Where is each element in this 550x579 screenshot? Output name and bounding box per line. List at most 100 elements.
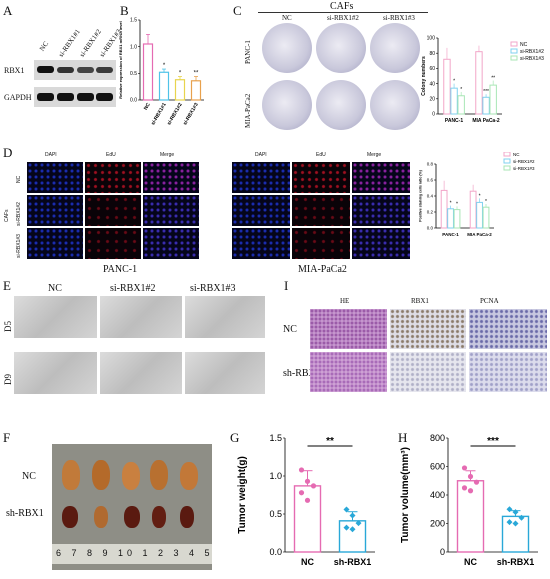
colony-title: CAFs <box>330 1 354 12</box>
x-tick-label: MIA PaCa-2 <box>472 118 500 124</box>
sphere-col-label: NC <box>48 283 62 294</box>
fluor-edu <box>85 228 141 259</box>
colony-header-line <box>258 12 428 13</box>
band-label-rbx1: RBX1 <box>4 66 25 75</box>
legend-swatch <box>503 152 511 157</box>
data-point <box>506 519 513 526</box>
sphere-image <box>14 296 97 338</box>
legend-label: si-RBX1#3 <box>513 166 535 171</box>
colony-dish <box>316 23 366 73</box>
d-row-label: si-RBX1#2 <box>16 202 22 226</box>
y-axis-label: Colony numbers <box>421 56 427 96</box>
panel-label-f: F <box>3 430 11 445</box>
fluor-edu <box>85 195 141 226</box>
stain-label: Merge <box>160 152 175 158</box>
colony-col-label: NC <box>282 14 292 22</box>
legend-swatch <box>510 55 518 61</box>
bar <box>443 58 451 115</box>
significance-label: ** <box>194 71 199 77</box>
data-point <box>518 514 525 521</box>
data-point <box>304 497 311 503</box>
data-point <box>343 506 350 513</box>
fluor-merge <box>143 228 199 259</box>
y-tick-label: 0.5 <box>269 509 282 519</box>
fluor-merge <box>352 228 410 259</box>
tumor-row-label: NC <box>22 471 36 482</box>
x-tick-label: NC <box>464 557 477 567</box>
panel-label-i: I <box>284 278 289 293</box>
bar <box>453 209 461 229</box>
western-blot-rbx1 <box>34 60 116 80</box>
western-blot-lane-labels: NC si-RBX1#1 si-RBX1#2 si-RBX1#3 <box>34 12 124 59</box>
colony-row-label: MIA-PaCa2 <box>244 93 252 128</box>
fluor-dapi <box>232 228 290 259</box>
ihc-col-label: RBX1 <box>411 297 429 305</box>
y-tick-label: 0.2 <box>427 210 434 215</box>
significance-label: * <box>163 63 166 69</box>
stain-label: EdU <box>316 152 326 158</box>
colony-dish <box>262 80 312 130</box>
sphere-image <box>185 352 265 394</box>
fluor-dapi <box>232 162 290 193</box>
colony-dish <box>262 23 312 73</box>
tumor-photo: 6 7 8 9 10 1 2 3 4 5 <box>52 444 212 570</box>
fluor-merge <box>143 162 199 193</box>
bar <box>475 51 483 115</box>
cell-line-label: MIA-PaCa2 <box>298 264 347 275</box>
fluor-merge <box>352 162 410 193</box>
western-blot-gapdh <box>34 87 116 107</box>
y-tick-label: 40 <box>429 81 435 87</box>
y-tick-label: 800 <box>430 433 445 443</box>
bar <box>293 485 322 553</box>
bar <box>447 208 454 229</box>
y-axis-label: Tumor weight(g) <box>237 456 248 534</box>
bar <box>190 80 202 101</box>
x-tick-label: PANC-1 <box>442 232 459 237</box>
sphere-image <box>100 352 182 394</box>
chart-h-tumor-volume: 0 200 400 600 800 Tumor volume(mm³) NC sh-RBX1 *… <box>400 433 538 567</box>
fluor-dapi <box>27 195 83 226</box>
y-tick-label: 0 <box>432 112 435 118</box>
fluor-dapi <box>27 228 83 259</box>
significance-label: * <box>450 201 452 207</box>
bar <box>489 84 497 115</box>
stain-label: DAPI <box>255 152 267 158</box>
d-row-label: NC <box>16 175 22 183</box>
ihc-pcna-image <box>469 352 547 392</box>
data-point <box>343 524 350 531</box>
colony-dish <box>316 80 366 130</box>
fluor-merge <box>352 195 410 226</box>
y-tick-label: 400 <box>430 490 445 500</box>
bar <box>142 43 154 101</box>
cell-line-label: PANC-1 <box>103 264 138 275</box>
x-tick-label: si-RBX1#1 <box>150 102 168 127</box>
y-tick-label: 100 <box>427 36 436 42</box>
tumor-row-label: sh-RBX1 <box>6 508 44 519</box>
y-axis-label: Positive staining cells ratio (%) <box>419 170 423 222</box>
significance-label: * <box>179 71 182 77</box>
lane-label: NC <box>38 40 51 53</box>
significance-label: * <box>479 193 481 199</box>
legend-label: NC <box>513 152 520 157</box>
bar <box>440 189 448 229</box>
data-point <box>355 520 362 527</box>
stain-label: Merge <box>367 152 382 158</box>
panel-label-e: E <box>3 278 11 293</box>
fluor-dapi <box>232 195 290 226</box>
fluor-dapi <box>27 162 83 193</box>
y-axis-label: Relative expression of RBX1 mRNA level <box>118 21 123 98</box>
bar <box>174 79 186 101</box>
legend-swatch <box>510 41 518 47</box>
stain-label: EdU <box>106 152 116 158</box>
panel-label-d: D <box>3 145 13 160</box>
bar <box>450 87 458 115</box>
x-tick-label: sh-RBX1 <box>334 557 372 567</box>
y-tick-label: 1.5 <box>130 18 137 24</box>
y-axis-label: Tumor volume(mm³) <box>400 447 411 543</box>
y-tick-label: 0.6 <box>427 178 434 183</box>
data-point <box>349 526 356 533</box>
data-point <box>461 465 468 471</box>
data-point <box>467 488 474 494</box>
ihc-row-label: sh-RBX1 <box>283 368 321 379</box>
